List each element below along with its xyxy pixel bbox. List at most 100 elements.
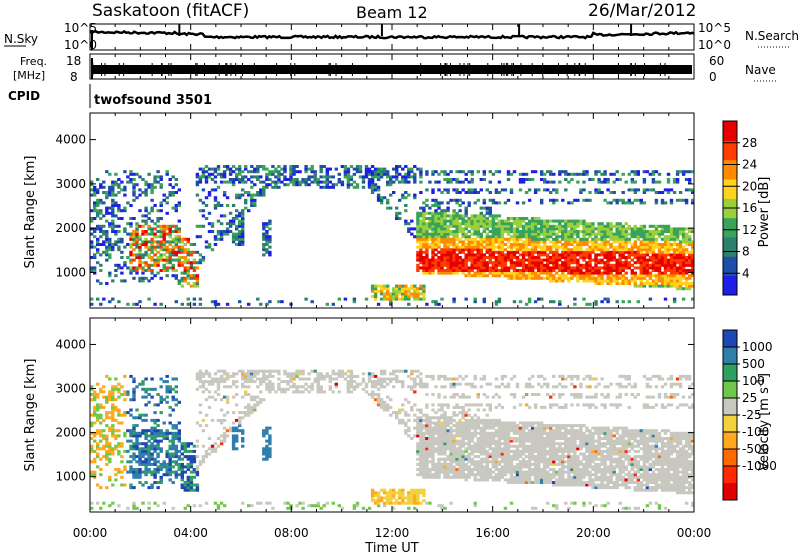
- heatmap-cell: [241, 431, 245, 435]
- heatmap-cell: [479, 271, 483, 275]
- heatmap-cell: [132, 248, 136, 252]
- heatmap-cell: [262, 180, 266, 184]
- heatmap-cell: [681, 237, 686, 241]
- heatmap-cell: [96, 442, 100, 446]
- heatmap-cell: [120, 250, 124, 254]
- heatmap-cell: [597, 178, 601, 181]
- heatmap-cell: [250, 175, 254, 179]
- heatmap-cell: [431, 198, 435, 202]
- heatmap-cell: [425, 172, 429, 176]
- heatmap-cell: [407, 302, 411, 306]
- heatmap-cell: [401, 418, 405, 422]
- heatmap-cell: [126, 429, 130, 433]
- heatmap-cell: [404, 196, 408, 200]
- heatmap-cell: [576, 230, 580, 233]
- heatmap-cell: [488, 237, 492, 241]
- heatmap-cell: [518, 248, 523, 252]
- heatmap-cell: [132, 193, 136, 197]
- heatmap-cell: [600, 266, 604, 270]
- heatmap-cell: [379, 385, 384, 389]
- heatmap-cell: [352, 387, 357, 391]
- heatmap-cell: [195, 470, 200, 474]
- heatmap-cell: [449, 170, 453, 174]
- heatmap-cell: [509, 217, 514, 220]
- heatmap-cell: [120, 271, 124, 275]
- heatmap-cell: [120, 217, 124, 220]
- heatmap-cell: [126, 439, 130, 443]
- heatmap-cell: [582, 219, 586, 223]
- heatmap-cell: [286, 372, 290, 376]
- heatmap-cell: [639, 269, 643, 272]
- heatmap-cell: [521, 172, 526, 176]
- heatmap-cell: [630, 269, 634, 272]
- heatmap-cell: [404, 180, 408, 184]
- heatmap-cell: [521, 266, 526, 270]
- heatmap-cell: [213, 380, 218, 384]
- heatmap-cell: [446, 250, 450, 254]
- heatmap-cell: [268, 183, 272, 187]
- heatmap-cell: [669, 276, 674, 280]
- heatmap-cell: [268, 237, 272, 241]
- heatmap-cell: [521, 271, 526, 275]
- heatmap-cell: [135, 243, 139, 246]
- heatmap-cell: [455, 266, 459, 270]
- heatmap-cell: [440, 232, 444, 236]
- heatmap-cell: [530, 227, 535, 231]
- heatmap-cell: [153, 235, 157, 239]
- heatmap-cell: [126, 302, 130, 306]
- heatmap-cell: [159, 385, 163, 389]
- heatmap-cell: [482, 201, 486, 205]
- heatmap-cell: [618, 261, 622, 265]
- heatmap-cell: [654, 269, 659, 272]
- heatmap-cell: [150, 191, 154, 194]
- heatmap-cell: [419, 243, 423, 246]
- heatmap-cell: [425, 302, 429, 306]
- heatmap-cell: [180, 475, 184, 479]
- heatmap-cell: [379, 297, 384, 301]
- heatmap-cell: [135, 475, 139, 479]
- heatmap-cell: [117, 395, 121, 399]
- heatmap-cell: [138, 434, 142, 438]
- heatmap-cell: [283, 390, 287, 394]
- heatmap-cell: [428, 263, 432, 267]
- heatmap-cell: [259, 398, 263, 402]
- heatmap-cell: [609, 235, 613, 239]
- heatmap-cell: [422, 245, 426, 249]
- heatmap-cell: [530, 237, 535, 241]
- heatmap-cell: [389, 380, 393, 384]
- heatmap-cell: [114, 468, 118, 471]
- heatmap-cell: [509, 276, 514, 280]
- heatmap-cell: [606, 274, 610, 278]
- heatmap-cell: [183, 271, 187, 275]
- heatmap-cell: [153, 473, 157, 477]
- heatmap-cell: [479, 253, 483, 257]
- heatmap-cell: [189, 253, 194, 257]
- heatmap-cell: [183, 258, 187, 262]
- heatmap-cell: [141, 460, 145, 464]
- heatmap-cell: [159, 377, 163, 381]
- heatmap-cell: [500, 232, 505, 236]
- heatmap-cell: [633, 227, 637, 231]
- heatmap-cell: [105, 193, 109, 197]
- heatmap-cell: [174, 237, 178, 241]
- heatmap-cell: [597, 245, 601, 249]
- heatmap-cell: [156, 460, 160, 464]
- heatmap-cell: [467, 250, 471, 254]
- heatmap-cell: [503, 230, 508, 233]
- heatmap-cell: [461, 219, 465, 223]
- heatmap-cell: [150, 263, 154, 267]
- heatmap-cell: [455, 261, 459, 265]
- heatmap-cell: [675, 274, 680, 278]
- heatmap-cell: [195, 224, 200, 228]
- heatmap-cell: [156, 263, 160, 267]
- heatmap-cell: [132, 276, 136, 280]
- heatmap-cell: [111, 206, 115, 210]
- heatmap-cell: [108, 274, 112, 278]
- heatmap-cell: [183, 243, 187, 246]
- heatmap-cell: [425, 198, 429, 202]
- heatmap-cell: [307, 377, 311, 381]
- heatmap-cell: [470, 237, 474, 241]
- heatmap-cell: [235, 224, 239, 228]
- heatmap-cell: [93, 245, 97, 249]
- heatmap-cell: [147, 269, 151, 272]
